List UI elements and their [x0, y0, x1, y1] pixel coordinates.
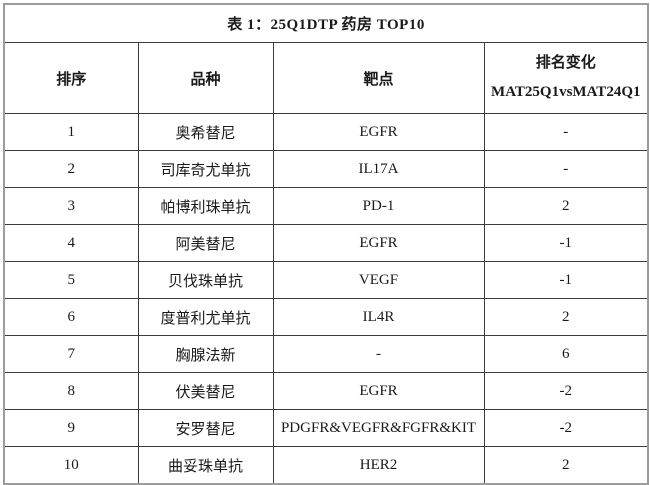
table-row: 4 阿美替尼 EGFR -1: [3, 224, 649, 262]
header-target: 靶点: [272, 42, 485, 114]
cell-change: -: [483, 113, 649, 151]
cell-rank: 6: [3, 298, 139, 336]
cell-target: IL17A: [272, 150, 485, 188]
table-row: 10 曲妥珠单抗 HER2 2: [3, 446, 649, 485]
cell-target: PD-1: [272, 187, 485, 225]
cell-rank: 1: [3, 113, 139, 151]
cell-change: -1: [483, 224, 649, 262]
cell-product: 奥希替尼: [137, 113, 274, 151]
cell-product: 司库奇尤单抗: [137, 150, 274, 188]
cell-change: -2: [483, 409, 649, 447]
cell-rank: 10: [3, 446, 139, 485]
cell-change: 2: [483, 298, 649, 336]
header-change: 排名变化 MAT25Q1vsMAT24Q1: [483, 42, 649, 114]
cell-product: 曲妥珠单抗: [137, 446, 274, 485]
cell-change: -: [483, 150, 649, 188]
cell-rank: 8: [3, 372, 139, 410]
cell-target: EGFR: [272, 224, 485, 262]
table-row: 1 奥希替尼 EGFR -: [3, 113, 649, 151]
cell-change: -1: [483, 261, 649, 299]
cell-target: -: [272, 335, 485, 373]
table-title: 表 1：25Q1DTP 药房 TOP10: [3, 3, 649, 43]
cell-target: EGFR: [272, 372, 485, 410]
cell-rank: 9: [3, 409, 139, 447]
table-header-row: 排序 品种 靶点 排名变化 MAT25Q1vsMAT24Q1: [3, 42, 649, 114]
table-row: 3 帕博利珠单抗 PD-1 2: [3, 187, 649, 225]
header-product: 品种: [137, 42, 274, 114]
table-row: 2 司库奇尤单抗 IL17A -: [3, 150, 649, 188]
cell-target: EGFR: [272, 113, 485, 151]
cell-product: 度普利尤单抗: [137, 298, 274, 336]
header-change-line2: MAT25Q1vsMAT24Q1: [491, 84, 641, 100]
cell-rank: 5: [3, 261, 139, 299]
cell-target: PDGFR&VEGFR&FGFR&KIT: [272, 409, 485, 447]
header-change-line1: 排名变化: [535, 55, 596, 71]
table-row: 7 胸腺法新 - 6: [3, 335, 649, 373]
cell-change: 2: [483, 446, 649, 485]
table-row: 9 安罗替尼 PDGFR&VEGFR&FGFR&KIT -2: [3, 409, 649, 447]
cell-product: 胸腺法新: [137, 335, 274, 373]
cell-product: 阿美替尼: [137, 224, 274, 262]
cell-product: 帕博利珠单抗: [137, 187, 274, 225]
header-change-lines: 排名变化 MAT25Q1vsMAT24Q1: [485, 55, 647, 100]
cell-change: 6: [483, 335, 649, 373]
table-title-row: 表 1：25Q1DTP 药房 TOP10: [3, 3, 649, 43]
cell-rank: 4: [3, 224, 139, 262]
cell-change: -2: [483, 372, 649, 410]
cell-rank: 2: [3, 150, 139, 188]
cell-product: 贝伐珠单抗: [137, 261, 274, 299]
cell-target: IL4R: [272, 298, 485, 336]
cell-product: 伏美替尼: [137, 372, 274, 410]
cell-target: VEGF: [272, 261, 485, 299]
cell-target: HER2: [272, 446, 485, 485]
top10-table: 表 1：25Q1DTP 药房 TOP10 排序 品种 靶点 排名变化 MAT25…: [3, 3, 650, 485]
cell-rank: 3: [3, 187, 139, 225]
header-rank: 排序: [3, 42, 139, 114]
table-row: 8 伏美替尼 EGFR -2: [3, 372, 649, 410]
cell-product: 安罗替尼: [137, 409, 274, 447]
table-row: 6 度普利尤单抗 IL4R 2: [3, 298, 649, 336]
cell-rank: 7: [3, 335, 139, 373]
table-row: 5 贝伐珠单抗 VEGF -1: [3, 261, 649, 299]
cell-change: 2: [483, 187, 649, 225]
